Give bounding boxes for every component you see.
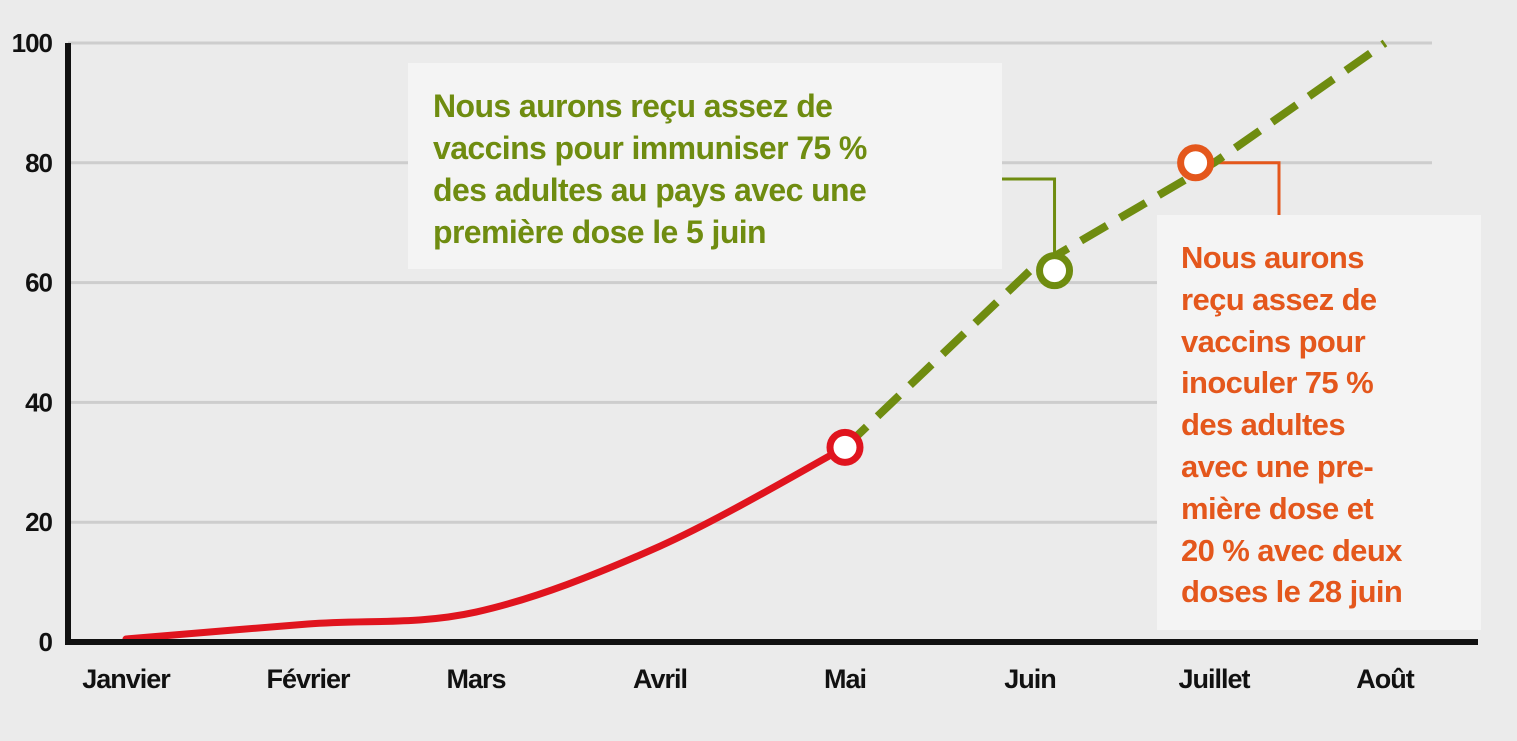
callout-second-line: mière dose et [1181, 490, 1374, 526]
y-tick-label: 40 [25, 387, 52, 417]
connector-two-doses [1211, 161, 1281, 215]
callout-second-line: des adultes [1181, 407, 1346, 443]
callout-first-line: vaccins pour immuniser 75 % [433, 130, 867, 166]
y-tick-label: 20 [25, 507, 52, 537]
callout-first-dose: Nous aurons reçu assez de vaccins pour i… [408, 63, 1002, 269]
callout-second-line: inoculer 75 % [1181, 365, 1374, 401]
x-tick-label: Août [1356, 664, 1414, 694]
callout-two-doses: Nous aurons reçu assez de vaccins pour i… [1157, 215, 1481, 630]
callout-second-line: reçu assez de [1181, 281, 1377, 317]
y-tick-label: 80 [25, 148, 52, 178]
callout-connectors [1002, 161, 1281, 255]
callout-second-line: 20 % avec deux [1181, 532, 1402, 568]
x-tick-labels: Janvier Février Mars Avril Mai Juin Juillet Aoû… [82, 664, 1416, 694]
y-tick-label: 0 [39, 627, 53, 657]
axes [65, 43, 1478, 645]
callout-first-line: première dose le 5 juin [433, 214, 767, 250]
x-tick-label: Février [266, 664, 351, 694]
x-tick-label: Mai [824, 664, 866, 694]
series-lines [122, 39, 1388, 643]
data-point-marker [826, 428, 864, 466]
callout-first-line: Nous aurons reçu assez de [433, 88, 833, 124]
y-tick-label: 100 [12, 28, 53, 58]
series-line-projected [842, 39, 1388, 451]
data-point-marker [1036, 252, 1074, 290]
callout-second-line: Nous aurons [1181, 240, 1364, 275]
callout-first-line: des adultes au pays avec une [433, 172, 867, 208]
x-tick-label: Avril [633, 664, 687, 694]
series-line-actual [122, 443, 849, 643]
x-tick-label: Mars [446, 664, 505, 694]
callout-second-line: avec une pre- [1181, 448, 1374, 484]
data-point-marker [1177, 144, 1215, 182]
connector-first-dose [1002, 177, 1057, 255]
data-markers [826, 144, 1215, 466]
x-tick-label: Juin [1004, 664, 1056, 694]
x-tick-label: Juillet [1178, 664, 1250, 694]
x-tick-label: Janvier [82, 664, 171, 694]
callout-second-line: doses le 28 juin [1181, 574, 1403, 610]
callout-second-line: vaccins pour [1181, 323, 1366, 359]
y-tick-labels: 0 20 40 60 80 100 [12, 28, 54, 657]
y-tick-label: 60 [25, 268, 52, 298]
